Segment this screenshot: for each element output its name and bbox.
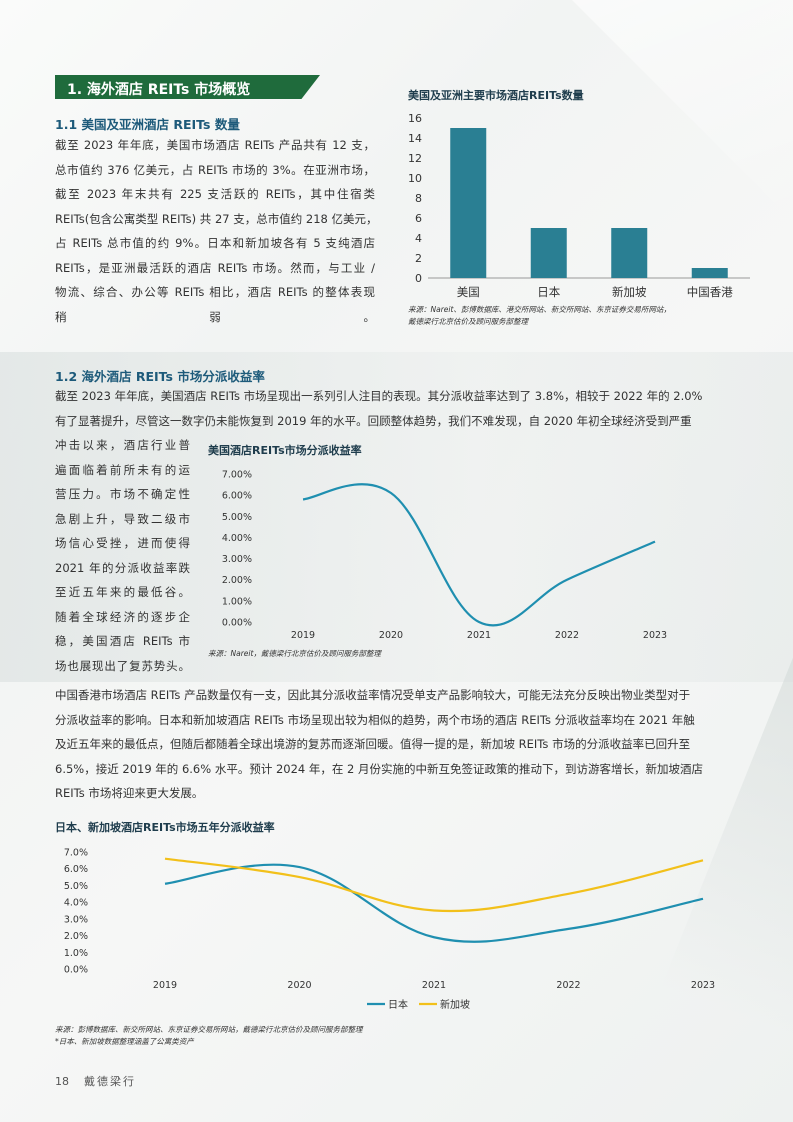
- paragraph-line: 稍弱。: [55, 309, 375, 324]
- paragraph-line: 场也展现出了复苏势头。: [55, 658, 190, 673]
- y-tick-label: 6.0%: [64, 864, 88, 875]
- jp-sg-yield-chart: 0.0% 1.0% 2.0% 3.0% 4.0% 5.0% 6.0% 7.0% 2019 2020…: [64, 848, 715, 1012]
- x-tick-label: 2023: [691, 980, 715, 991]
- paragraph-line: 至近五年来的最低谷。: [55, 585, 190, 599]
- y-tick-label: 7.0%: [64, 848, 88, 859]
- us-chart-source: 来源：Nareit，戴德梁行北京估价及顾问服务部整理: [208, 649, 381, 658]
- paragraph-line: 营压力。市场不确定性: [55, 487, 190, 501]
- paragraph-line: 随着全球经济的逐步企: [55, 609, 190, 624]
- bar-chart-title: 美国及亚洲主要市场酒店REITs数量: [408, 89, 584, 102]
- section-title: 1. 海外酒店 REITs 市场概览: [67, 82, 251, 98]
- y-tick-label: 5.00%: [222, 512, 252, 523]
- jp-sg-chart-title: 日本、新加坡酒店REITs市场五年分派收益率: [55, 821, 275, 834]
- subheading-yield: 1.2 海外酒店 REITs 市场分派收益率: [55, 369, 265, 384]
- y-tick-label: 2.00%: [222, 575, 252, 586]
- bar-chart-source: 来源：Nareit、彭博数据库、港交所网站、新交所网站、东京证券交易所网站， 戴德…: [408, 304, 671, 328]
- y-tick-label: 4.0%: [64, 898, 88, 909]
- paragraph-line: REITs 市场将迎来更大发展。: [55, 786, 204, 800]
- paragraph-line: 物流、综合、办公等 REITs 相比，酒店 REITs 的整体表现: [55, 285, 375, 299]
- paragraph-line: 冲击以来，酒店行业普: [55, 438, 190, 452]
- x-tick-label: 2022: [555, 630, 579, 641]
- page-footer: 18 戴德梁行: [55, 1073, 136, 1089]
- bar-chart: 0 2 4 6 8 10 12 14 16 美国 日本 新加坡 中国香港: [408, 112, 750, 299]
- x-tick-label: 2021: [422, 980, 446, 991]
- y-tick-label: 0: [415, 272, 422, 285]
- y-tick-label: 6.00%: [222, 491, 252, 502]
- paragraph-line: 截至 2023 年年底，美国酒店 REITs 市场呈现出一系列引人注目的表现。其…: [55, 389, 703, 403]
- x-tick-label: 美国: [457, 285, 480, 299]
- subheading-reits-count: 1.1 美国及亚洲酒店 REITs 数量: [55, 117, 240, 132]
- paragraph-yield-us: 冲击以来，酒店行业普 遍面临着前所未有的运 营压力。市场不确定性 急剧上升，导致二级市…: [55, 433, 190, 678]
- paragraph-line: 有了显著提升，尽管这一数字仍未能恢复到 2019 年的水平。回顾整体趋势，我们不…: [55, 413, 692, 428]
- x-tick-label: 2019: [291, 630, 315, 641]
- series-line-0: [164, 863, 704, 943]
- section-band: [0, 352, 793, 682]
- x-tick-label: 2023: [643, 630, 667, 641]
- page-number: 18: [55, 1075, 69, 1088]
- x-tick-label: 2019: [153, 980, 177, 991]
- y-tick-label: 1.0%: [64, 948, 88, 959]
- bar-0: [450, 128, 487, 278]
- y-tick-label: 3.00%: [222, 554, 252, 565]
- bar-2: [611, 228, 648, 278]
- paragraph-yield-intro: 截至 2023 年年底，美国酒店 REITs 市场呈现出一系列引人注目的表现。其…: [55, 384, 745, 433]
- paragraph-line: 占 REITs 总市值的约 9%。日本和新加坡各有 5 支纯酒店: [55, 236, 375, 250]
- x-tick-label: 2021: [467, 630, 491, 641]
- paragraph-line: REITs(包含公寓类型 REITs) 共 27 支，总市值约 218 亿美元，: [55, 211, 378, 226]
- brand-name: 戴德梁行: [84, 1075, 136, 1088]
- paragraph-line: REITs，是亚洲最活跃的酒店 REITs 市场。然而，与工业 /: [55, 260, 375, 275]
- y-tick-label: 1.00%: [222, 596, 252, 607]
- x-tick-label: 新加坡: [612, 285, 647, 299]
- y-tick-label: 7.00%: [222, 470, 252, 481]
- source-line: 戴德梁行北京估价及顾问服务部整理: [408, 317, 528, 326]
- y-tick-label: 6: [415, 212, 422, 225]
- bar-3: [691, 268, 728, 278]
- paragraph-line: 总市值约 376 亿美元，占 REITs 市场的 3%。在亚洲市场，: [55, 162, 375, 177]
- paragraph-line: 遍面临着前所未有的运: [55, 462, 190, 477]
- paragraph-line: 稳，美国酒店 REITs 市: [55, 634, 190, 648]
- y-tick-label: 8: [415, 192, 422, 205]
- jp-sg-chart-source: 来源：彭博数据库、新交所网站、东京证券交易所网站，戴德梁行北京估价及顾问服务部整…: [55, 1024, 363, 1048]
- section-title-bar: [55, 75, 320, 99]
- y-tick-label: 12: [408, 152, 422, 165]
- bar-1: [530, 228, 567, 278]
- paragraph-line: 截至 2023 年年底，美国市场酒店 REITs 产品共有 12 支，: [55, 138, 375, 152]
- source-line: *日本、新加坡数据整理涵盖了公寓类资产: [55, 1037, 194, 1046]
- paragraph-line: 场信心受挫，进而使得: [55, 536, 190, 550]
- y-tick-label: 0.00%: [222, 618, 252, 629]
- y-tick-label: 10: [408, 172, 422, 185]
- x-tick-label: 中国香港: [687, 285, 733, 299]
- y-tick-label: 16: [408, 112, 422, 125]
- legend-label: 新加坡: [440, 998, 470, 1011]
- legend-label: 日本: [388, 998, 408, 1011]
- paragraph-line: 及近五年来的最低点，但随后都随着全球出境游的复苏而逐渐回暖。值得一提的是，新加坡…: [55, 737, 691, 751]
- x-tick-label: 2022: [556, 980, 580, 991]
- series-line-1: [164, 857, 704, 913]
- source-line: 来源：彭博数据库、新交所网站、东京证券交易所网站，戴德梁行北京估价及顾问服务部整…: [55, 1025, 363, 1034]
- paragraph-line: 截至 2023 年末共有 225 支活跃的 REITs，其中住宿类: [55, 187, 375, 201]
- paragraph-line: 急剧上升，导致二级市: [55, 511, 190, 526]
- x-tick-label: 2020: [287, 980, 311, 991]
- y-tick-label: 14: [408, 132, 422, 145]
- x-tick-label: 2020: [379, 630, 403, 641]
- y-tick-label: 5.0%: [64, 881, 88, 892]
- paragraph-line: 中国香港市场酒店 REITs 产品数量仅有一支，因此其分派收益率情况受单支产品影…: [55, 688, 691, 702]
- paragraph-asia-yield: 中国香港市场酒店 REITs 产品数量仅有一支，因此其分派收益率情况受单支产品影…: [55, 683, 745, 806]
- y-tick-label: 2: [415, 252, 422, 265]
- paragraph-line: 6.5%，接近 2019 年的 6.6% 水平。预计 2024 年，在 2 月份…: [55, 761, 704, 776]
- paragraph-line: 分派收益率的影响。日本和新加坡酒店 REITs 市场呈现出较为相似的趋势，两个市…: [55, 712, 695, 727]
- y-tick-label: 4: [415, 232, 422, 245]
- y-tick-label: 2.0%: [64, 931, 88, 942]
- x-tick-label: 日本: [537, 285, 560, 299]
- paragraph-line: 2021 年的分派收益率跌: [55, 560, 190, 575]
- source-line: 来源：Nareit、彭博数据库、港交所网站、新交所网站、东京证券交易所网站，: [408, 305, 671, 314]
- paragraph-reits-count: 截至 2023 年年底，美国市场酒店 REITs 产品共有 12 支， 总市值约 …: [55, 133, 378, 329]
- y-tick-label: 0.0%: [64, 965, 88, 976]
- us-yield-line: [302, 483, 656, 627]
- y-tick-label: 4.00%: [222, 533, 252, 544]
- us-yield-chart: 0.00% 1.00% 2.00% 3.00% 4.00% 5.00% 6.00% 7.00%…: [222, 470, 667, 642]
- y-tick-label: 3.0%: [64, 914, 88, 925]
- us-chart-title: 美国酒店REITs市场分派收益率: [208, 444, 362, 457]
